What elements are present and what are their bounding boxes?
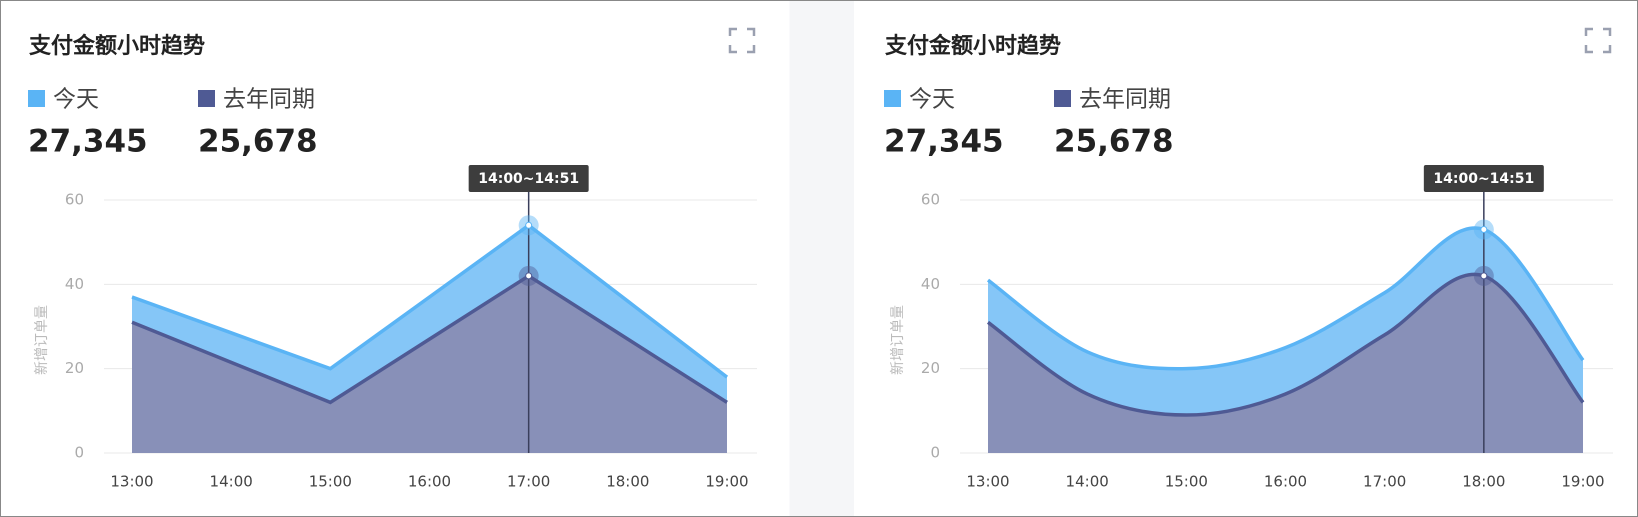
tooltip-box	[468, 165, 589, 192]
legend-label: 今天	[909, 87, 955, 113]
highlight-point	[525, 221, 533, 229]
legend-label: 去年同期	[1079, 87, 1171, 113]
x-tick-label: 16:00	[408, 473, 451, 491]
x-tick-label: 18:00	[606, 473, 649, 491]
y-axis-title: 新增订单量	[34, 305, 50, 375]
area-fill	[132, 275, 727, 453]
legend-label: 去年同期	[223, 87, 315, 113]
y-tick-label: 60	[65, 191, 84, 209]
area-fill	[988, 274, 1583, 453]
x-tick-label: 19:00	[1561, 473, 1604, 491]
legend-total: 27,345	[884, 124, 1004, 160]
series-line	[986, 226, 1585, 371]
y-axis-title: 新增订单量	[890, 305, 906, 375]
legend-swatch	[884, 90, 901, 107]
legend-swatch	[1054, 90, 1071, 107]
legend-swatch	[198, 90, 215, 107]
legend-total: 25,678	[198, 124, 318, 160]
x-tick-label: 13:00	[966, 473, 1009, 491]
y-tick-label: 40	[65, 275, 84, 293]
y-tick-label: 20	[921, 359, 940, 377]
y-tick-label: 20	[65, 359, 84, 377]
x-tick-label: 13:00	[110, 473, 153, 491]
y-tick-label: 60	[921, 191, 940, 209]
expand-icon[interactable]	[1584, 27, 1612, 54]
x-tick-label: 19:00	[705, 473, 748, 491]
highlight-point	[525, 272, 533, 280]
legend-total: 25,678	[1054, 124, 1174, 160]
y-tick-label: 0	[74, 444, 84, 462]
x-tick-label: 15:00	[1165, 473, 1208, 491]
tooltip-box	[1423, 165, 1544, 192]
highlight-point	[1480, 226, 1488, 234]
x-tick-label: 15:00	[309, 473, 352, 491]
expand-icon[interactable]	[728, 27, 756, 54]
x-tick-label: 14:00	[210, 473, 253, 491]
legend-total: 27,345	[28, 124, 148, 160]
highlight-point	[1480, 272, 1488, 280]
series-line	[131, 273, 728, 405]
x-tick-label: 17:00	[507, 473, 550, 491]
x-tick-label: 14:00	[1066, 473, 1109, 491]
y-tick-label: 40	[921, 275, 940, 293]
x-tick-label: 16:00	[1264, 473, 1307, 491]
chart-title: 支付金额小时趋势	[29, 33, 205, 59]
legend-label: 今天	[53, 87, 99, 113]
tooltip-label: 14:00~14:51	[1433, 171, 1534, 187]
x-tick-label: 17:00	[1363, 473, 1406, 491]
chart-title: 支付金额小时趋势	[885, 33, 1061, 59]
x-tick-label: 18:00	[1462, 473, 1505, 491]
series-line	[131, 223, 729, 379]
tooltip-label: 14:00~14:51	[478, 171, 579, 187]
y-tick-label: 0	[930, 444, 940, 462]
legend-swatch	[28, 90, 45, 107]
